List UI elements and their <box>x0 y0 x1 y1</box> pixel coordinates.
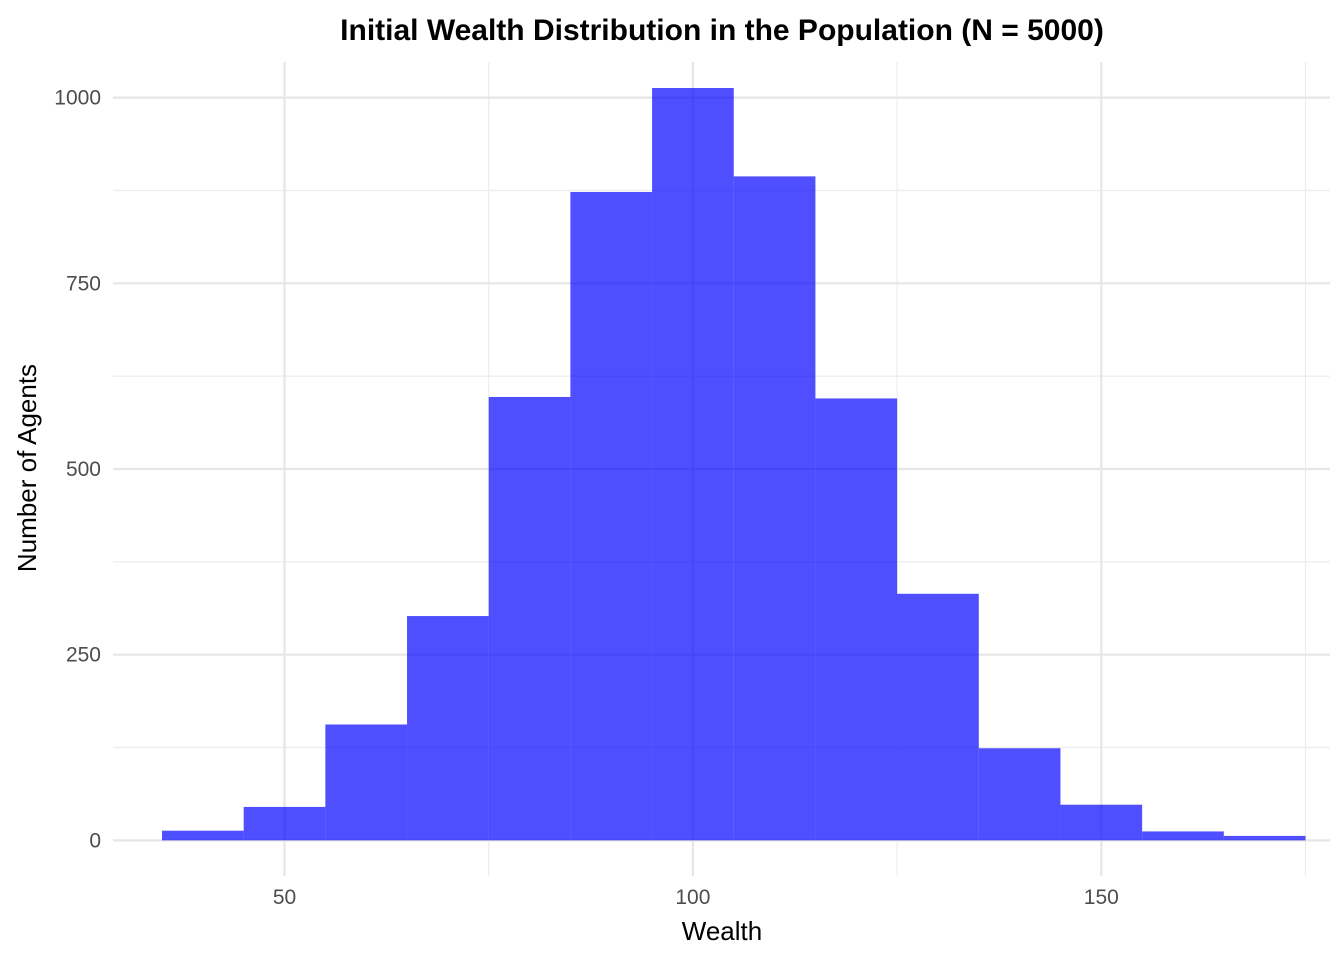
histogram-bar-125-135 <box>897 593 979 841</box>
x-tick-label: 100 <box>675 886 710 909</box>
histogram-bar-135-145 <box>978 748 1061 841</box>
histogram-bar-115-125 <box>815 398 898 841</box>
histogram-bar-155-165 <box>1142 831 1224 841</box>
histogram-bar-75-85 <box>488 396 571 841</box>
y-tick-label: 250 <box>66 644 101 667</box>
x-tick-label: 150 <box>1084 886 1119 909</box>
y-tick-label: 500 <box>66 458 101 481</box>
y-axis-title: Number of Agents <box>12 364 42 572</box>
histogram-bar-45-55 <box>243 806 326 841</box>
y-tick-label: 1000 <box>54 87 101 110</box>
x-axis-title: Wealth <box>682 916 762 946</box>
chart-title: Initial Wealth Distribution in the Popul… <box>340 14 1104 47</box>
histogram-bar-65-75 <box>407 616 489 841</box>
histogram-bar-95-105 <box>652 87 734 841</box>
histogram-bar-35-45 <box>162 830 244 841</box>
y-tick-label: 0 <box>89 829 101 852</box>
x-tick-label: 50 <box>273 886 296 909</box>
histogram-bar-105-115 <box>733 176 816 841</box>
axes: 0 250 500 750 1000 50 100 150 <box>54 87 1119 909</box>
y-tick-label: 750 <box>66 272 101 295</box>
histogram-bar-145-155 <box>1060 804 1143 841</box>
bars <box>162 87 1306 841</box>
histogram-bar-165-175 <box>1223 835 1306 841</box>
histogram-bar-85-95 <box>570 191 653 841</box>
histogram-bar-55-65 <box>325 724 408 841</box>
